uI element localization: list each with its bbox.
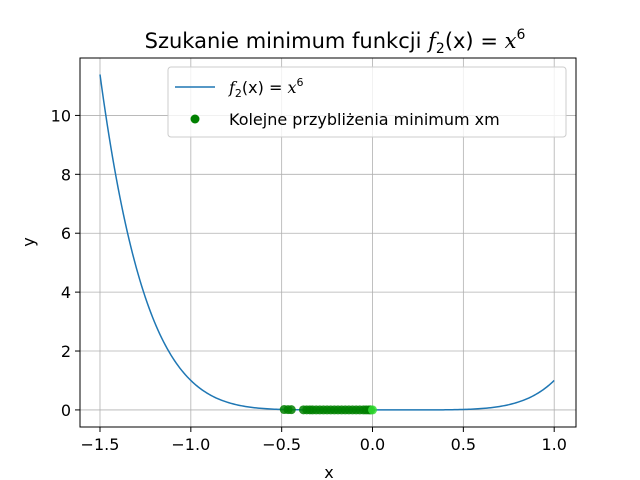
chart-title-arg: (x) (445, 29, 474, 53)
legend-eq: = (264, 78, 288, 97)
scatter-point (286, 405, 296, 415)
chart-title-prefix: Szukanie minimum funkcji (145, 29, 428, 53)
chart-title: Szukanie minimum funkcji f2(x) = x6 (145, 27, 526, 57)
x-axis-label: x (324, 463, 333, 480)
y-tick-label: 0 (61, 401, 71, 420)
legend-box (167, 66, 567, 138)
chart-title-eq: = (474, 29, 505, 53)
legend: f2(x) = x6 Kolejne przybliżenia minimum … (167, 66, 567, 138)
y-tick-label: 4 (61, 283, 71, 302)
axes-frame (79, 57, 577, 428)
y-tick-label: 10 (51, 106, 71, 125)
y-tick-label: 2 (61, 342, 71, 361)
legend-arg: (x) (242, 78, 264, 97)
chart-title-func: f (426, 29, 439, 53)
legend-marker-swatch (190, 114, 200, 124)
legend-entry-function: f2(x) = x6 (228, 76, 303, 100)
scatter-point-final (368, 405, 378, 415)
series-layer (99, 74, 555, 415)
plot-area: −1.5 −1.0 −0.5 0.0 0.5 1.0 0 2 4 6 8 10 (51, 57, 577, 454)
x-tick-label: −1.5 (81, 435, 120, 454)
y-axis-label: y (19, 237, 38, 246)
ticks: −1.5 −1.0 −0.5 0.0 0.5 1.0 0 2 4 6 8 10 (51, 106, 567, 454)
legend-entry-points: Kolejne przybliżenia minimum xm (229, 110, 500, 129)
y-tick-label: 8 (61, 165, 71, 184)
x-tick-label: 1.0 (541, 435, 566, 454)
legend-sub: 2 (235, 87, 242, 100)
legend-exp: 6 (296, 76, 303, 89)
x-tick-label: 0.0 (360, 435, 385, 454)
legend-func: f (228, 78, 238, 97)
chart-title-base: x (505, 29, 517, 53)
y-tick-label: 6 (61, 224, 71, 243)
chart-title-exp: 6 (516, 27, 525, 43)
chart-title-sub: 2 (436, 41, 445, 57)
x-tick-label: −0.5 (262, 435, 301, 454)
x-tick-label: −1.0 (171, 435, 210, 454)
legend-base: x (287, 78, 296, 97)
x-tick-label: 0.5 (451, 435, 476, 454)
